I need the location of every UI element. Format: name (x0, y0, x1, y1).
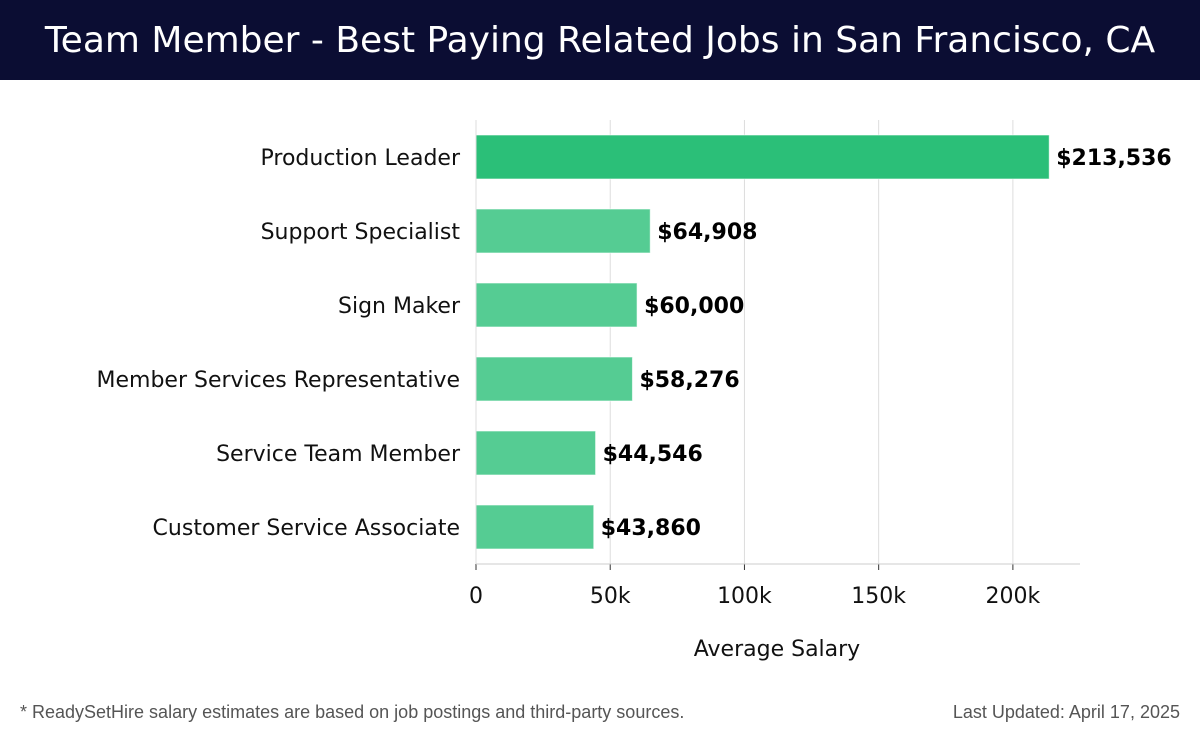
value-label: $213,536 (1056, 146, 1172, 171)
chart-bars: Production Leader $213,536 Support Special… (97, 134, 1172, 550)
x-tick-label: 0 (469, 584, 483, 609)
category-label: Member Services Representative (97, 368, 460, 393)
x-tick-label: 50k (590, 584, 631, 609)
bar (475, 134, 1050, 180)
value-label: $64,908 (657, 220, 757, 245)
category-label: Support Specialist (261, 220, 461, 245)
x-tick-label: 150k (851, 584, 906, 609)
bar (475, 208, 651, 254)
bar (475, 356, 633, 402)
category-label: Production Leader (261, 146, 461, 171)
chart-x-axis: 0 50k 100k 150k 200k (469, 120, 1080, 609)
bar (475, 282, 638, 328)
category-label: Service Team Member (216, 442, 461, 467)
value-label: $44,546 (603, 442, 703, 467)
value-label: $43,860 (601, 516, 701, 541)
page-title: Team Member - Best Paying Related Jobs i… (44, 19, 1156, 61)
value-label: $60,000 (644, 294, 744, 319)
salary-bar-chart: Production Leader $213,536 Support Special… (97, 120, 1172, 662)
x-axis-title: Average Salary (694, 637, 860, 662)
category-label: Customer Service Associate (153, 516, 460, 541)
bar (475, 504, 595, 550)
x-tick-label: 100k (717, 584, 772, 609)
value-label: $58,276 (639, 368, 739, 393)
header-bar: Team Member - Best Paying Related Jobs i… (0, 0, 1200, 80)
bar (475, 430, 597, 476)
chart-grid (475, 120, 1014, 564)
x-tick-label: 200k (986, 584, 1041, 609)
footer-disclaimer: * ReadySetHire salary estimates are base… (20, 702, 685, 722)
category-label: Sign Maker (338, 294, 461, 319)
footer-last-updated: Last Updated: April 17, 2025 (952, 702, 1180, 722)
